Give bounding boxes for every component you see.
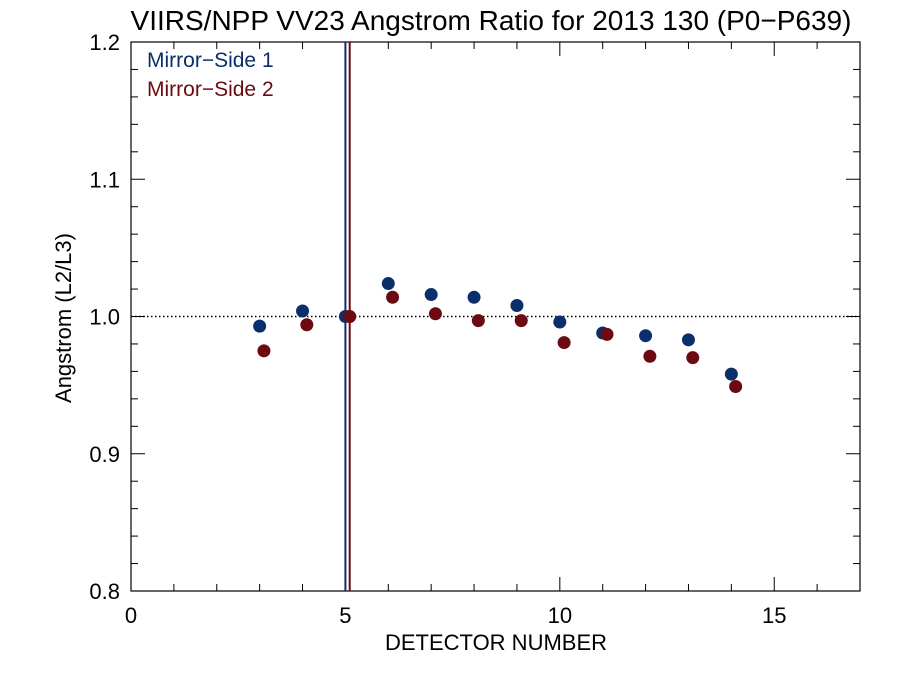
y-tick-label: 1.1 [89, 167, 120, 192]
plot-area: 0 5 10 15 0.8 0.9 1.0 1.1 1.2 [89, 30, 861, 628]
data-point-series-1 [381, 277, 395, 291]
x-tick-label: 5 [339, 603, 351, 628]
legend: Mirror−Side 1 Mirror−Side 2 [147, 49, 274, 101]
legend-entry-series-1: Mirror−Side 1 [147, 49, 274, 72]
data-point-series-2 [600, 327, 614, 341]
data-point-series-1 [553, 315, 567, 329]
data-point-series-1 [510, 299, 524, 313]
data-point-series-2 [471, 314, 485, 328]
data-point-series-1 [467, 290, 481, 304]
data-point-series-2 [557, 336, 571, 350]
data-point-series-1 [296, 304, 310, 318]
data-point-series-1 [639, 329, 653, 343]
data-point-series-1 [724, 367, 738, 381]
chart-title: VIIRS/NPP VV23 Angstrom Ratio for 2013 1… [131, 5, 852, 36]
x-tick-label: 10 [548, 603, 572, 628]
data-point-series-1 [253, 319, 267, 333]
y-tick-label: 1.2 [89, 30, 120, 55]
y-tick-label: 0.9 [89, 442, 120, 467]
y-tick-label: 1.0 [89, 305, 120, 330]
data-point-series-2 [257, 344, 271, 358]
data-point-series-2 [300, 318, 314, 332]
data-point-series-1 [681, 333, 695, 347]
x-tick-label: 15 [762, 603, 786, 628]
y-tick-label: 0.8 [89, 579, 120, 604]
data-point-series-2 [428, 307, 442, 321]
x-tick-label: 0 [125, 603, 137, 628]
data-point-series-2 [729, 379, 743, 393]
y-axis-label: Angstrom (L2/L3) [51, 233, 76, 403]
data-point-series-1 [424, 288, 438, 302]
data-point-series-2 [514, 314, 528, 328]
data-point-series-2 [686, 351, 700, 365]
legend-entry-series-2: Mirror−Side 2 [147, 78, 274, 101]
data-point-series-2 [643, 349, 657, 363]
x-axis-label: DETECTOR NUMBER [385, 630, 607, 655]
data-point-series-2 [343, 310, 357, 323]
data-point-series-2 [386, 290, 400, 304]
